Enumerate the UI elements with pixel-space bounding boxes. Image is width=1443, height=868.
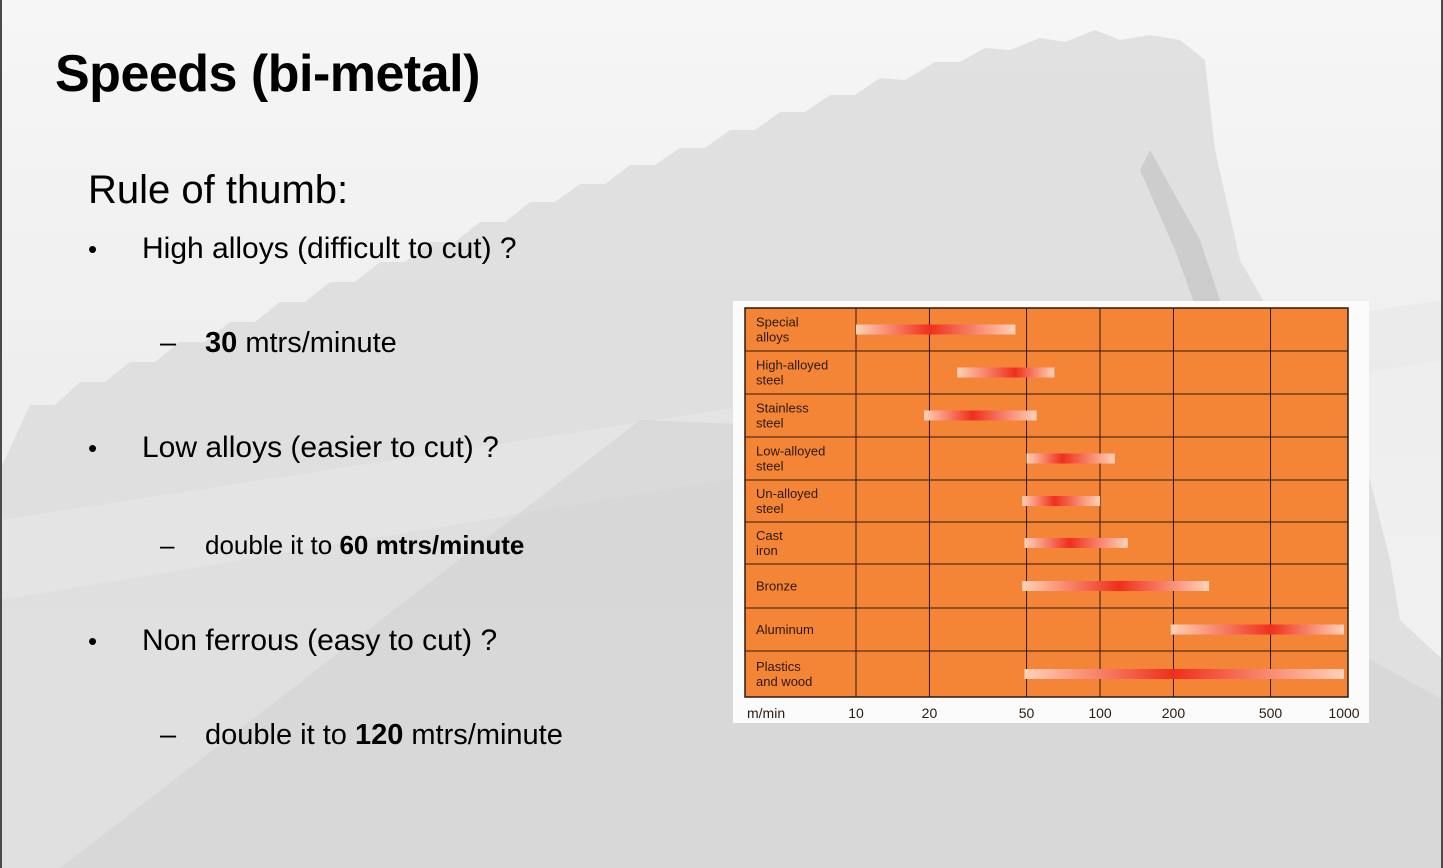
category-label-line: steel	[756, 501, 784, 516]
x-tick-label: 20	[922, 705, 938, 721]
range-bar	[1022, 581, 1210, 591]
category-label-line: Un-alloyed	[756, 486, 818, 501]
category-label-line: Plastics	[756, 659, 801, 674]
bullet-marker: •	[88, 626, 98, 656]
sub-bullet-bold: 120	[354, 719, 404, 751]
bullet-marker: •	[88, 433, 98, 463]
sub-bullet-low-alloys: – double it to 60 mtrs/minute	[160, 530, 524, 561]
bullet-text: Non ferrous (easy to cut) ?	[142, 624, 498, 657]
category-label-line: Stainless	[756, 401, 809, 416]
range-bar	[1026, 453, 1115, 464]
range-bar	[856, 324, 1016, 335]
category-label: Plastics and wood	[756, 659, 812, 689]
x-tick-label: 50	[1019, 705, 1035, 721]
category-label: Un-alloyed steel	[756, 486, 818, 516]
sub-bullet-non-ferrous: – double it to 120 mtrs/minute	[160, 719, 563, 752]
category-label-line: High-alloyed	[756, 358, 828, 373]
category-label: Cast iron	[756, 528, 783, 558]
dash-marker: –	[160, 327, 177, 359]
dash-marker: –	[160, 719, 177, 751]
range-bar	[1024, 669, 1344, 679]
category-label-line: steel	[756, 373, 784, 388]
category-label-line: alloys	[756, 330, 790, 345]
x-tick-label: 200	[1162, 705, 1186, 721]
category-label: Low-alloyed steel	[756, 444, 825, 474]
range-bar	[957, 367, 1055, 378]
category-label: Special alloys	[756, 315, 799, 345]
x-tick-label: 500	[1259, 705, 1283, 721]
category-label-line: and wood	[756, 674, 812, 689]
dash-marker: –	[160, 530, 175, 560]
sub-bullet-post: mtrs/minute	[403, 719, 563, 751]
category-label-line: iron	[756, 543, 778, 558]
category-label-line: steel	[756, 416, 784, 431]
bullet-non-ferrous: • Non ferrous (easy to cut) ?	[88, 624, 497, 658]
sub-bullet-pre: double it to	[205, 719, 355, 751]
category-label-line: Low-alloyed	[756, 444, 825, 459]
category-label-line: steel	[756, 459, 784, 474]
bullet-text: High alloys (difficult to cut) ?	[142, 232, 517, 265]
category-label: High-alloyed steel	[756, 358, 828, 388]
category-label-line: Bronze	[756, 579, 797, 594]
bullet-text: Low alloys (easier to cut) ?	[142, 431, 499, 464]
sub-bullet-pre: double it to	[205, 530, 340, 560]
bullet-marker: •	[88, 234, 98, 264]
right-frame-border	[1441, 0, 1443, 868]
sub-bullet-post: mtrs/minute	[237, 327, 397, 359]
category-label: Aluminum	[756, 622, 814, 637]
x-tick-label: 1000	[1328, 705, 1359, 721]
category-label-line: Cast	[756, 528, 783, 543]
slide-title: Speeds (bi-metal)	[55, 45, 480, 103]
range-bar	[1170, 624, 1344, 635]
category-label: Bronze	[756, 579, 797, 594]
sub-bullet-bold: 30	[205, 327, 238, 359]
bullet-high-alloys: • High alloys (difficult to cut) ?	[88, 232, 517, 266]
rule-of-thumb-heading: Rule of thumb:	[88, 168, 349, 212]
category-label-line: Aluminum	[756, 622, 814, 637]
range-bar	[1022, 496, 1100, 506]
sub-bullet-bold: 60 mtrs/minute	[339, 530, 525, 560]
category-label-line: Special	[756, 315, 799, 330]
x-axis-label: m/min	[747, 705, 785, 721]
sub-bullet-high-alloys: – 30 mtrs/minute	[160, 327, 397, 360]
range-bar	[1024, 538, 1128, 548]
range-bar	[924, 410, 1037, 421]
x-tick-label: 100	[1088, 705, 1112, 721]
bullet-low-alloys: • Low alloys (easier to cut) ?	[88, 431, 499, 465]
cutting-speed-chart: Special alloys High-alloyed steel Stainless s…	[733, 301, 1369, 723]
x-tick-label: 10	[848, 705, 864, 721]
left-frame-border	[0, 0, 2, 868]
category-label: Stainless steel	[756, 401, 809, 431]
